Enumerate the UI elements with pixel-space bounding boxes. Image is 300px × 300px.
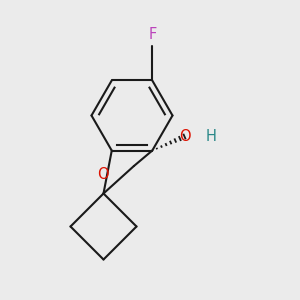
Text: O: O: [179, 129, 191, 144]
Text: O: O: [97, 167, 109, 182]
Text: F: F: [148, 27, 156, 42]
Text: H: H: [206, 129, 216, 144]
